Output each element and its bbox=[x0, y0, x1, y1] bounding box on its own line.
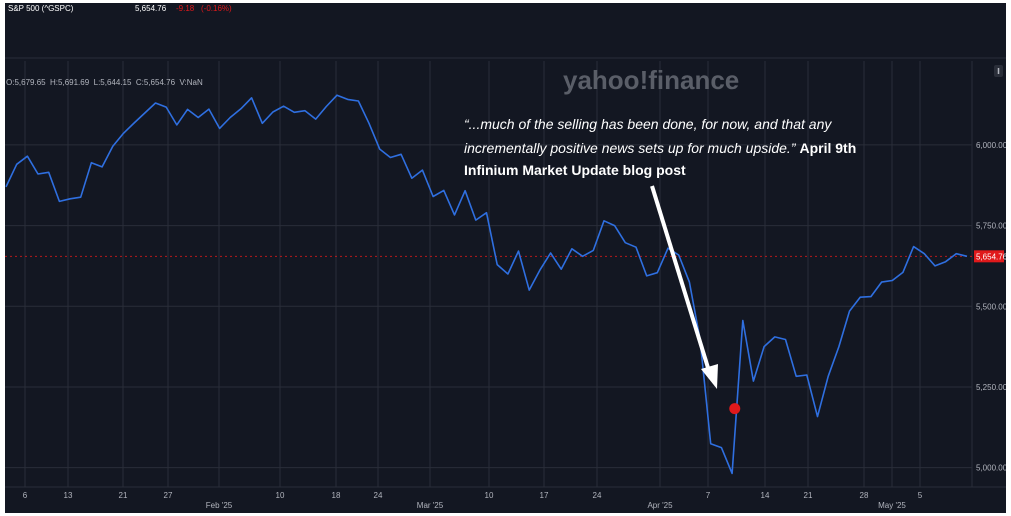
x-tick-label: 13 bbox=[64, 491, 73, 500]
x-tick-label: 5 bbox=[918, 491, 923, 500]
x-tick-label: 10 bbox=[485, 491, 494, 500]
header-change-percent: (-0.16%) bbox=[201, 4, 232, 13]
svg-text:5,654.76: 5,654.76 bbox=[976, 252, 1006, 261]
stock-chart[interactable]: 5,000.00 5,250.00 5,500.00 5,750.00 6,000.00… bbox=[5, 3, 1006, 513]
annotation-quote-line2: incrementally positive news sets up for … bbox=[464, 140, 856, 156]
settings-icon[interactable] bbox=[994, 65, 1003, 77]
y-tick-label: 5,750.00 bbox=[976, 222, 1006, 231]
x-tick-label: 21 bbox=[119, 491, 128, 500]
x-tick-label: 7 bbox=[706, 491, 711, 500]
ohlc-readout: O:5,679.65 H:5,691.69 L:5,644.15 C:5,654… bbox=[6, 78, 203, 87]
y-tick-label: 6,000.00 bbox=[976, 141, 1006, 150]
annotation-arrow bbox=[650, 185, 718, 389]
x-tick-label: Feb '25 bbox=[206, 501, 233, 510]
x-tick-label: 10 bbox=[276, 491, 285, 500]
header-price: 5,654.76 bbox=[135, 4, 167, 13]
annotation-source-line: Infinium Market Update blog post bbox=[464, 162, 686, 178]
symbol-label: S&P 500 (^GSPC) bbox=[8, 4, 74, 13]
x-tick-label: 14 bbox=[761, 491, 770, 500]
x-tick-label: 27 bbox=[164, 491, 173, 500]
x-tick-label: 28 bbox=[860, 491, 869, 500]
x-tick-label: 21 bbox=[804, 491, 813, 500]
price-line-layer bbox=[5, 94, 968, 475]
yahoo-finance-watermark: yahoo!finance bbox=[563, 65, 739, 95]
header-change: -9.18 bbox=[176, 4, 195, 13]
axes: 5,000.00 5,250.00 5,500.00 5,750.00 6,000.00… bbox=[23, 141, 1006, 510]
chart-background bbox=[5, 3, 1006, 513]
x-tick-label: 24 bbox=[593, 491, 602, 500]
annotation-quote-line1: “...much of the selling has been done, f… bbox=[464, 116, 832, 132]
x-tick-label: Apr '25 bbox=[647, 501, 673, 510]
price-series-line bbox=[5, 94, 968, 475]
last-price-tag: 5,654.76 bbox=[974, 250, 1006, 263]
x-tick-label: 6 bbox=[23, 491, 28, 500]
april-9-marker bbox=[729, 403, 741, 415]
x-tick-label: 18 bbox=[332, 491, 341, 500]
x-tick-label: May '25 bbox=[878, 501, 906, 510]
y-tick-label: 5,500.00 bbox=[976, 302, 1006, 311]
x-tick-label: 17 bbox=[540, 491, 549, 500]
y-tick-label: 5,250.00 bbox=[976, 383, 1006, 392]
annotation-date: April 9th bbox=[799, 140, 856, 156]
y-tick-label: 5,000.00 bbox=[976, 464, 1006, 473]
x-tick-label: Mar '25 bbox=[417, 501, 444, 510]
x-tick-label: 24 bbox=[374, 491, 383, 500]
